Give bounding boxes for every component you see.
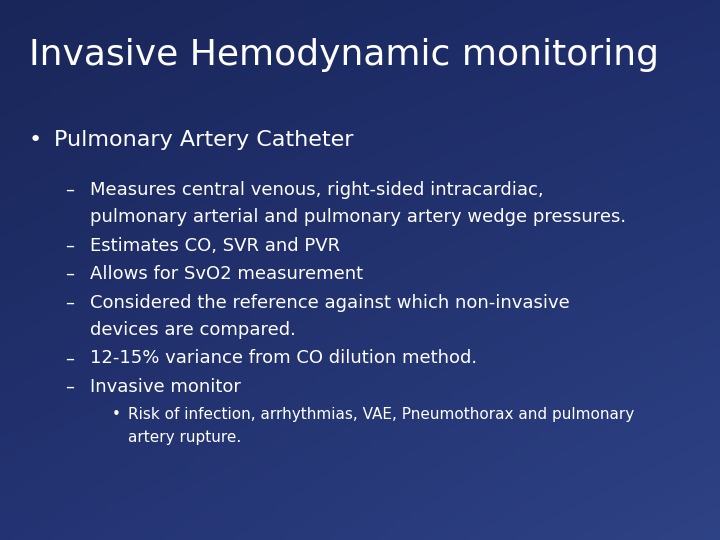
Text: –: –	[65, 237, 73, 254]
Text: Considered the reference against which non-invasive: Considered the reference against which n…	[90, 294, 570, 312]
Text: Estimates CO, SVR and PVR: Estimates CO, SVR and PVR	[90, 237, 340, 254]
Text: pulmonary arterial and pulmonary artery wedge pressures.: pulmonary arterial and pulmonary artery …	[90, 208, 626, 226]
Text: •: •	[112, 407, 120, 422]
Text: 12-15% variance from CO dilution method.: 12-15% variance from CO dilution method.	[90, 349, 477, 367]
Text: –: –	[65, 378, 73, 396]
Text: Allows for SvO2 measurement: Allows for SvO2 measurement	[90, 265, 363, 283]
Text: Risk of infection, arrhythmias, VAE, Pneumothorax and pulmonary: Risk of infection, arrhythmias, VAE, Pne…	[128, 407, 634, 422]
Text: Invasive monitor: Invasive monitor	[90, 378, 241, 396]
Text: artery rupture.: artery rupture.	[128, 430, 241, 445]
Text: devices are compared.: devices are compared.	[90, 321, 296, 339]
Text: –: –	[65, 181, 73, 199]
Text: –: –	[65, 349, 73, 367]
Text: –: –	[65, 265, 73, 283]
Text: –: –	[65, 294, 73, 312]
Text: Measures central venous, right-sided intracardiac,: Measures central venous, right-sided int…	[90, 181, 544, 199]
Text: Invasive Hemodynamic monitoring: Invasive Hemodynamic monitoring	[29, 38, 659, 72]
Text: •: •	[29, 130, 42, 150]
Text: Pulmonary Artery Catheter: Pulmonary Artery Catheter	[54, 130, 354, 150]
